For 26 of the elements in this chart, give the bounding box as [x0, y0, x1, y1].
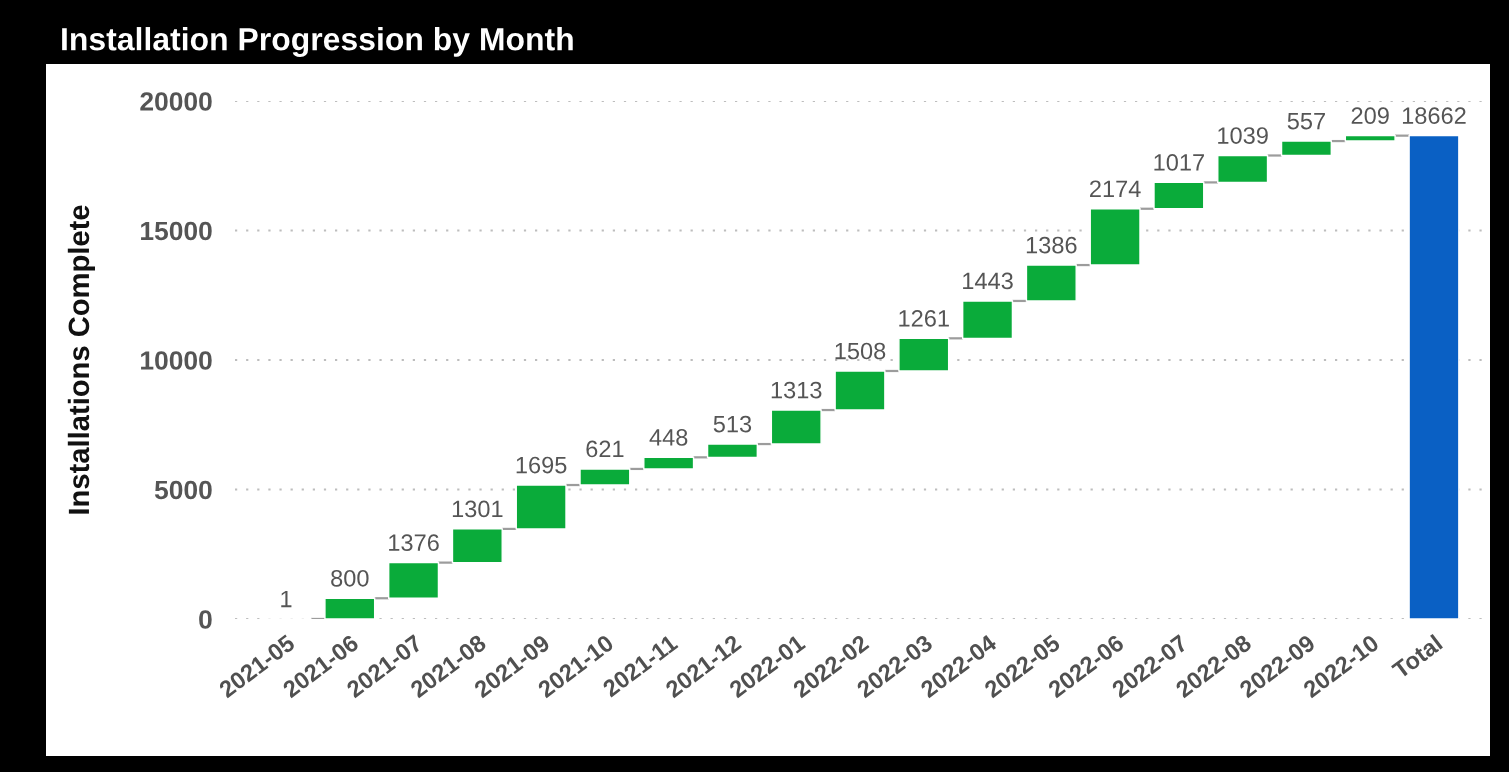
- data-label: 1313: [771, 381, 822, 399]
- y-axis-title: Installations Complete: [67, 205, 95, 514]
- data-label: 1443: [963, 272, 1013, 290]
- data-label: 513: [713, 415, 752, 433]
- data-label: 1261: [899, 309, 949, 327]
- data-label: 1301: [452, 500, 503, 518]
- data-label: 1: [281, 590, 292, 608]
- y-tick-label: 20000: [140, 92, 212, 111]
- data-label: 1508: [835, 342, 886, 360]
- y-tick-label: 15000: [141, 221, 212, 241]
- data-label: 2174: [1090, 180, 1141, 197]
- data-label: 800: [331, 569, 369, 587]
- data-label: 448: [649, 429, 688, 446]
- data-label: 1695: [516, 456, 567, 474]
- data-label: 621: [586, 440, 624, 458]
- data-label: 1376: [389, 534, 439, 551]
- data-label: 1017: [1154, 154, 1204, 171]
- data-label: 557: [1287, 112, 1325, 130]
- data-label: 1386: [1026, 236, 1077, 254]
- y-tick-label: 10000: [141, 351, 212, 370]
- chart-title: Installation Progression by Month: [62, 27, 573, 57]
- data-label: 209: [1351, 107, 1389, 125]
- data-label: 1039: [1218, 127, 1268, 144]
- y-tick-label: 0: [199, 610, 212, 629]
- y-tick-label: 5000: [154, 480, 212, 500]
- data-label: 18662: [1402, 107, 1466, 125]
